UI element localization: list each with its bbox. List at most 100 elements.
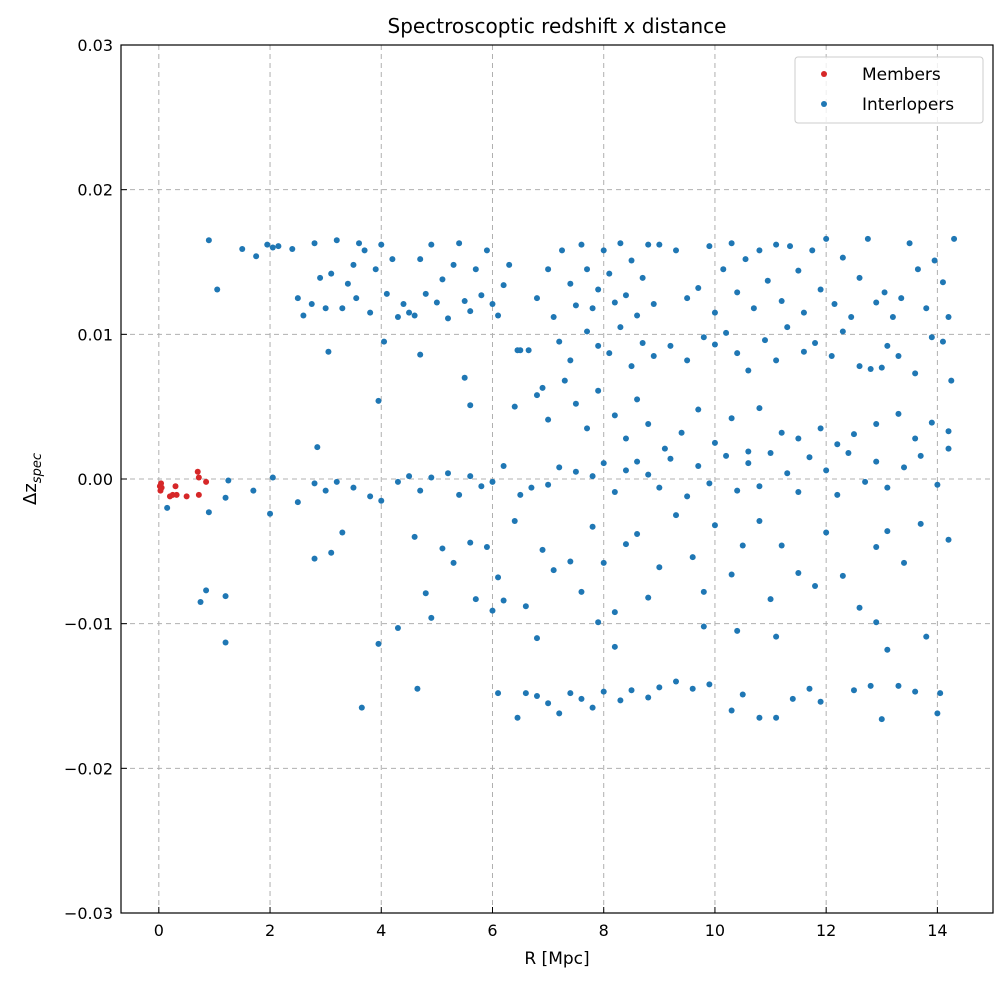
interloper-point — [400, 300, 407, 307]
interloper-point — [253, 253, 260, 260]
interloper-point — [845, 449, 852, 456]
interloper-point — [639, 274, 646, 281]
interloper-point — [356, 240, 363, 247]
interloper-point — [456, 491, 463, 498]
interloper-point — [611, 609, 618, 616]
x-tick-label: 12 — [816, 921, 836, 940]
interloper-point — [678, 429, 685, 436]
interloper-point — [333, 237, 340, 244]
interloper-point — [634, 458, 641, 465]
x-tick-label: 8 — [599, 921, 609, 940]
interloper-point — [467, 402, 474, 409]
interloper-point — [556, 464, 563, 471]
interloper-point — [478, 483, 485, 490]
interloper-point — [578, 588, 585, 595]
interloper-point — [689, 685, 696, 692]
interloper-point — [578, 241, 585, 248]
interloper-point — [478, 292, 485, 299]
interloper-point — [533, 392, 540, 399]
grid-lines — [121, 45, 993, 913]
interloper-point — [864, 235, 871, 242]
interloper-point — [539, 384, 546, 391]
interloper-point — [856, 604, 863, 611]
interloper-point — [311, 240, 318, 247]
interloper-point — [584, 266, 591, 273]
interloper-point — [656, 564, 663, 571]
interloper-point — [742, 256, 749, 263]
interloper-point — [661, 445, 668, 452]
member-point — [158, 480, 165, 487]
interloper-point — [831, 300, 838, 307]
interloper-point — [414, 685, 421, 692]
interloper-point — [695, 285, 702, 292]
interloper-point — [684, 357, 691, 364]
interloper-point — [472, 266, 479, 273]
interloper-point — [622, 467, 629, 474]
interloper-point — [339, 529, 346, 536]
interloper-point — [467, 473, 474, 480]
interloper-point — [739, 691, 746, 698]
interloper-point — [600, 460, 607, 467]
interloper-point — [734, 627, 741, 634]
interloper-point — [561, 377, 568, 384]
interloper-point — [895, 682, 902, 689]
interloper-point — [834, 441, 841, 448]
member-point — [194, 468, 201, 475]
interloper-point — [514, 714, 521, 721]
interloper-point — [684, 295, 691, 302]
interloper-point — [372, 266, 379, 273]
interloper-point — [839, 572, 846, 579]
legend-marker-interlopers — [821, 101, 827, 107]
interloper-point — [545, 700, 552, 707]
interloper-point — [773, 633, 780, 640]
interloper-point — [350, 261, 357, 268]
interloper-point — [578, 695, 585, 702]
interloper-point — [428, 241, 435, 248]
interloper-point — [205, 509, 212, 516]
x-tick-label: 10 — [705, 921, 725, 940]
interloper-point — [545, 481, 552, 488]
interloper-point — [495, 690, 502, 697]
interloper-point — [812, 583, 819, 590]
interloper-point — [901, 464, 908, 471]
interloper-point — [767, 449, 774, 456]
interloper-point — [695, 406, 702, 413]
member-point — [195, 491, 202, 498]
interloper-point — [656, 684, 663, 691]
interloper-point — [817, 698, 824, 705]
interloper-point — [667, 455, 674, 462]
interloper-point — [322, 305, 329, 312]
interloper-point — [350, 484, 357, 491]
interloper-point — [914, 266, 921, 273]
interloper-point — [728, 240, 735, 247]
member-point — [195, 474, 202, 481]
interloper-point — [645, 241, 652, 248]
interloper-point — [767, 596, 774, 603]
interloper-point — [795, 570, 802, 577]
interloper-point — [656, 241, 663, 248]
interloper-point — [559, 247, 566, 254]
interloper-point — [328, 270, 335, 277]
interloper-point — [806, 454, 813, 461]
interloper-point — [406, 473, 413, 480]
interloper-point — [344, 280, 351, 287]
interloper-point — [789, 695, 796, 702]
interloper-point — [600, 559, 607, 566]
interloper-point — [222, 593, 229, 600]
interloper-point — [584, 425, 591, 432]
interloper-point — [417, 487, 424, 494]
interloper-point — [584, 328, 591, 335]
interloper-point — [367, 309, 374, 316]
interloper-point — [269, 244, 276, 251]
interloper-point — [595, 286, 602, 293]
interloper-point — [745, 460, 752, 467]
interloper-point — [439, 545, 446, 552]
interloper-point — [928, 419, 935, 426]
interloper-point — [906, 240, 913, 247]
interloper-point — [884, 342, 891, 349]
interloper-point — [728, 415, 735, 422]
interloper-point — [684, 493, 691, 500]
interloper-point — [934, 481, 941, 488]
interloper-point — [873, 458, 880, 465]
